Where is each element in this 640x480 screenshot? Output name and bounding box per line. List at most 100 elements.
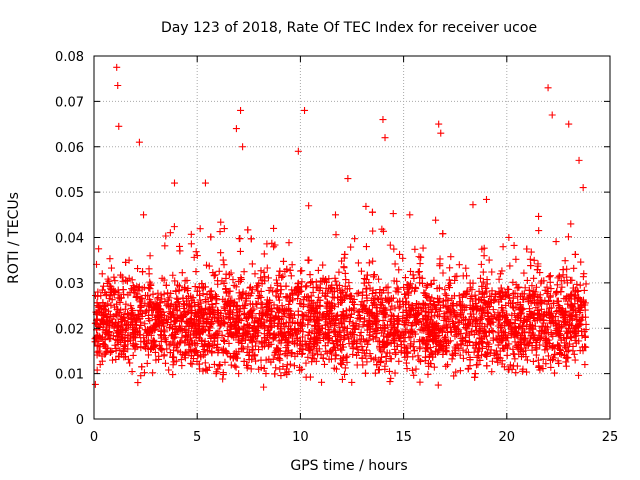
data-point (516, 301, 524, 309)
data-point (540, 319, 548, 327)
data-point (102, 310, 110, 318)
data-point (224, 333, 232, 341)
data-point (443, 315, 451, 323)
data-point (282, 319, 290, 327)
data-point (319, 261, 327, 269)
data-point (578, 327, 586, 335)
data-point (401, 334, 409, 342)
data-point (332, 338, 340, 346)
data-point (338, 257, 346, 265)
data-point (466, 356, 474, 364)
data-point (529, 291, 537, 299)
data-point (354, 345, 362, 353)
data-point (225, 292, 233, 300)
data-point (386, 367, 394, 375)
data-point (443, 323, 451, 331)
data-point (498, 267, 506, 275)
data-point (386, 378, 394, 386)
data-point (121, 305, 129, 313)
data-point (216, 228, 224, 236)
data-point (399, 308, 407, 316)
data-point (349, 343, 357, 351)
data-point (349, 298, 357, 306)
data-point (249, 285, 257, 293)
data-point (180, 304, 188, 312)
data-point (232, 363, 240, 371)
data-point (451, 332, 459, 340)
data-point (510, 362, 518, 370)
data-point (546, 310, 554, 318)
data-point (250, 319, 258, 327)
data-point (273, 345, 281, 353)
data-point (190, 253, 198, 261)
data-point (100, 341, 108, 349)
data-point (178, 317, 186, 325)
data-point (221, 304, 229, 312)
data-point (436, 295, 444, 303)
data-point (449, 351, 457, 359)
data-point (226, 313, 234, 321)
data-point (395, 334, 403, 342)
data-point (112, 310, 120, 318)
data-point (414, 268, 422, 276)
data-point (146, 278, 154, 286)
data-point (555, 342, 563, 350)
data-point (281, 369, 289, 377)
data-point (252, 300, 260, 308)
data-point (196, 306, 204, 314)
data-point (272, 364, 280, 372)
data-point (425, 309, 433, 317)
data-point (339, 308, 347, 316)
data-point (128, 310, 136, 318)
data-point (203, 366, 211, 374)
data-point (337, 289, 345, 297)
data-point (367, 354, 375, 362)
data-point (389, 210, 397, 218)
data-point (100, 282, 108, 290)
data-point (198, 336, 206, 344)
data-point (189, 347, 197, 355)
data-point (423, 315, 431, 323)
data-point (391, 304, 399, 312)
data-point (404, 311, 412, 319)
data-point (310, 339, 318, 347)
data-point (483, 352, 491, 360)
data-point (358, 354, 366, 362)
data-point (570, 264, 578, 272)
data-point (115, 289, 123, 297)
data-point (299, 312, 307, 320)
data-point (168, 332, 176, 340)
data-point (273, 279, 281, 287)
data-point (459, 346, 467, 354)
data-point (369, 257, 377, 265)
data-point (206, 294, 214, 302)
data-point (509, 290, 517, 298)
data-point (334, 311, 342, 319)
data-point (469, 279, 477, 287)
data-point (275, 296, 283, 304)
data-point (547, 319, 555, 327)
data-point (567, 311, 575, 319)
data-point (267, 314, 275, 322)
data-point (447, 328, 455, 336)
data-point (356, 314, 364, 322)
data-point (387, 374, 395, 382)
data-point (293, 288, 301, 296)
data-point (91, 319, 99, 327)
data-point (264, 326, 272, 334)
data-point (253, 337, 261, 345)
data-point (370, 299, 378, 307)
data-point (482, 328, 490, 336)
data-point (430, 301, 438, 309)
data-point (274, 305, 282, 313)
data-point (432, 216, 440, 224)
data-point (243, 330, 251, 338)
data-point (255, 310, 263, 318)
data-point (195, 283, 203, 291)
data-point (222, 347, 230, 355)
data-point (442, 344, 450, 352)
data-point (375, 275, 383, 283)
data-point (322, 292, 330, 300)
data-point (227, 361, 235, 369)
data-point (495, 275, 503, 283)
